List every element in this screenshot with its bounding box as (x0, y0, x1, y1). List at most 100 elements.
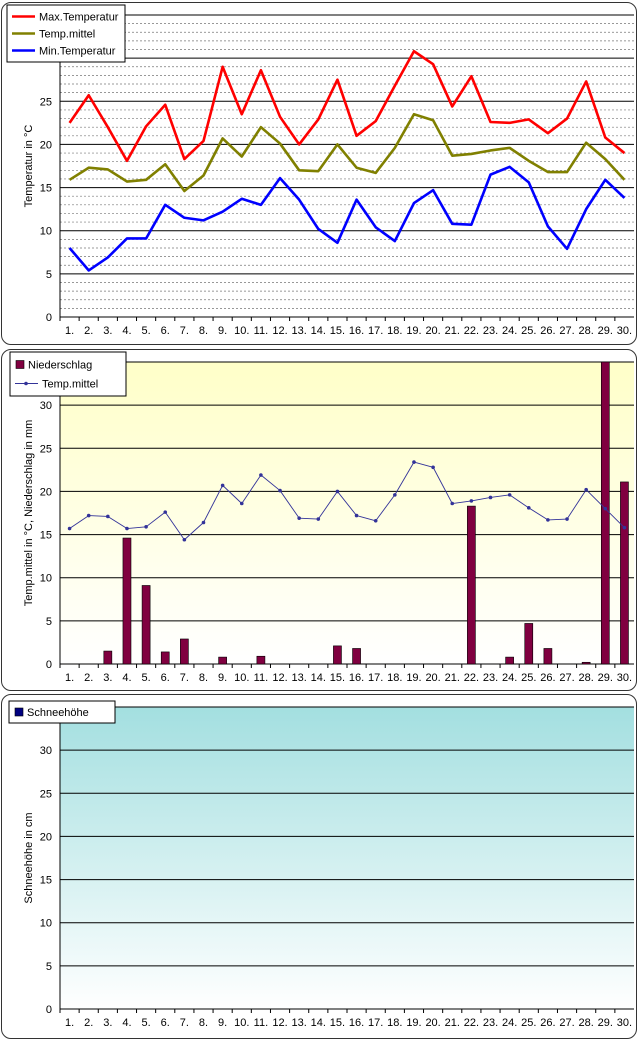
x-tick-label: 14. (311, 325, 326, 337)
x-tick-label: 29. (598, 672, 613, 684)
data-point (354, 513, 359, 518)
plot-area (60, 362, 634, 664)
bar-niederschlag (505, 656, 514, 665)
y-tick-label: 30 (40, 745, 52, 757)
x-tick-label: 17. (368, 1017, 383, 1029)
y-tick-label: 15 (40, 875, 52, 887)
x-tick-label: 10. (234, 672, 249, 684)
y-tick-label: 5 (46, 269, 52, 281)
x-tick-label: 14. (311, 1017, 326, 1029)
y-tick-label: 0 (46, 1004, 52, 1016)
data-point (412, 460, 416, 464)
data-point (373, 518, 378, 523)
x-tick-label: 8. (199, 325, 208, 337)
x-tick-label: 5. (142, 1017, 151, 1029)
temperature-chart-panel: 0510152025301.2.3.4.5.6.7.8.9.10.11.12.1… (1, 2, 637, 345)
x-tick-label: 11. (254, 325, 268, 337)
x-tick-label: 24. (502, 325, 517, 337)
x-tick-label: 29. (598, 1017, 613, 1029)
x-tick-label: 5. (142, 672, 151, 684)
y-tick-label: 0 (46, 312, 52, 324)
x-tick-label: 9. (218, 672, 227, 684)
x-tick-label: 1. (65, 325, 74, 337)
series-line-temp-mittel (69, 461, 625, 541)
legend-label: Niederschlag (28, 360, 92, 372)
x-tick-label: 22. (464, 325, 479, 337)
plot-area (60, 15, 634, 317)
x-tick-label: 4. (122, 1017, 131, 1029)
x-tick-label: 5. (142, 325, 151, 337)
x-tick-label: 18. (387, 1017, 402, 1029)
y-axis-label: Temp.mittel in °C, Niederschlag in mm (23, 420, 35, 607)
x-tick-label: 19. (406, 325, 421, 337)
y-tick-label: 25 (40, 96, 52, 108)
bar-niederschlag (103, 650, 113, 665)
data-point (622, 525, 627, 530)
x-tick-label: 23. (483, 672, 498, 684)
x-tick-label: 24. (502, 1017, 517, 1029)
series-line-min-temperatur (68, 165, 626, 272)
legend-swatch (15, 360, 25, 369)
data-point (603, 506, 608, 511)
legend-label: Schneehöhe (27, 707, 89, 719)
x-tick-label: 18. (387, 672, 402, 684)
x-tick-label: 4. (122, 325, 131, 337)
bar-niederschlag (581, 661, 591, 665)
x-tick-label: 3. (103, 672, 112, 684)
x-tick-label: 13. (292, 325, 307, 337)
x-tick-label: 24. (502, 672, 517, 684)
legend-label: Temp.mittel (39, 29, 95, 41)
x-tick-label: 1. (65, 672, 74, 684)
x-tick-label: 20. (425, 672, 440, 684)
y-tick-label: 10 (40, 573, 52, 585)
x-tick-label: 15. (330, 325, 345, 337)
x-tick-label: 16. (349, 1017, 364, 1029)
x-tick-label: 15. (330, 1017, 345, 1029)
precipitation-chart: 0 5 10 15 20 25 30 1. 2. 3. 4. 5. 6. 7. 8. 9. 10. 11. 12. 1… (9, 351, 634, 684)
x-tick-label: 20. (425, 325, 440, 337)
precipitation-chart-panel: 0 5 10 15 20 25 30 1. 2. 3. 4. 5. 6. 7. 8. 9. 10. 11. 12. 1… (1, 349, 637, 691)
x-tick-label: 7. (180, 672, 189, 684)
data-point (106, 514, 110, 519)
data-point (507, 493, 512, 497)
legend-swatch (14, 707, 24, 717)
y-tick-label: 15 (40, 183, 52, 195)
x-tick-label: 8. (199, 672, 208, 684)
plot-area (60, 707, 634, 1009)
y-tick-label: 0 (46, 659, 52, 671)
data-point (526, 506, 531, 510)
x-tick-label: 11. (254, 672, 268, 684)
data-point (201, 520, 206, 525)
data-point (431, 465, 435, 470)
x-tick-label: 25. (521, 325, 536, 337)
x-tick-label: 29. (598, 325, 613, 337)
legend-marker (24, 381, 28, 386)
y-tick-label: 5 (46, 961, 52, 973)
legend-label: Min.Temperatur (39, 46, 116, 58)
x-tick-label: 2. (84, 1017, 93, 1029)
data-point (393, 493, 397, 497)
y-axis-label: Schneehöhe in cm (23, 812, 35, 903)
data-point (182, 537, 187, 542)
x-tick-label: 8. (199, 1017, 208, 1029)
data-point (584, 487, 588, 492)
data-point (488, 495, 493, 500)
x-tick-label: 25. (521, 672, 536, 684)
x-tick-label: 6. (161, 325, 170, 337)
x-tick-label: 7. (180, 325, 189, 337)
data-point (86, 513, 91, 518)
legend-box (8, 700, 116, 724)
bar-niederschlag (620, 481, 629, 665)
data-point (469, 499, 474, 503)
data-point (546, 518, 550, 522)
x-tick-label: 3. (103, 325, 112, 337)
x-tick-label: 13. (292, 672, 307, 684)
x-tick-label: 26. (540, 325, 555, 337)
bar-niederschlag (333, 645, 342, 665)
y-tick-label: 30 (40, 400, 52, 412)
x-tick-label: 28. (579, 1017, 594, 1029)
data-point (450, 501, 455, 506)
snow-depth-chart-panel: 0 5 10 15 20 25 30 1. 2. 3. 4. 5. 6. 7. 8. 9. 10. 11. 12. 1… (1, 694, 637, 1039)
x-tick-label: 27. (559, 325, 574, 337)
x-tick-label: 7. (180, 1017, 189, 1029)
